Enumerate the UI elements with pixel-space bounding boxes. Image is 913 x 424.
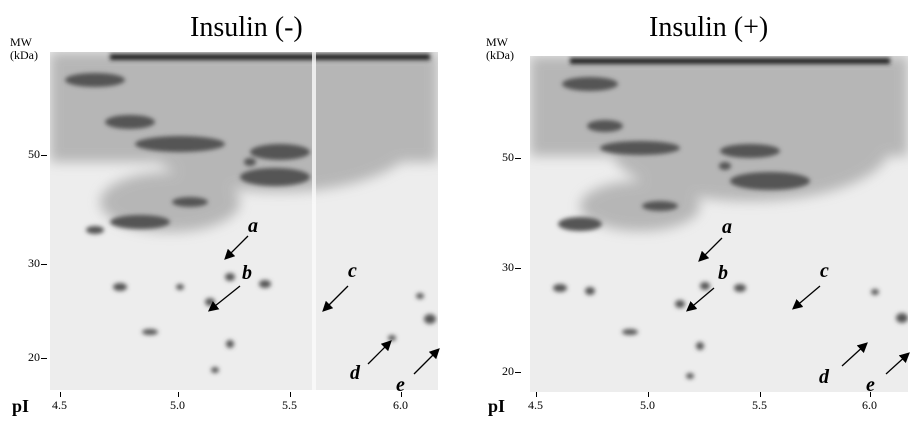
mw-axis-label: MW (kDa) (486, 36, 514, 62)
arrow-c (792, 285, 821, 310)
panel-title: Insulin (+) (649, 12, 769, 43)
x-tick-5-0: 5.0 (170, 392, 185, 412)
gel-spots (530, 56, 908, 392)
gel-panel-insulin-plus: Insulin (+) MW (kDa) (456, 0, 912, 424)
gel-image (50, 52, 438, 390)
gel-image (530, 56, 908, 392)
gel-panel-insulin-minus: Insulin (-) MW (kDa) (0, 0, 456, 424)
mw-axis-label: MW (kDa) (10, 36, 38, 62)
arrow-d (841, 342, 868, 367)
spot-label-b: b (242, 262, 252, 284)
spot-label-c: c (820, 260, 829, 282)
mw-label-line1: MW (486, 35, 508, 49)
x-tick-5-5: 5.5 (752, 392, 767, 412)
panel-title: Insulin (-) (190, 12, 303, 43)
y-tick-20: 20 (502, 364, 521, 379)
arrow-e (885, 352, 910, 375)
gel-spots (50, 52, 438, 390)
y-tick-20: 20 (28, 350, 47, 365)
y-tick-50: 50 (502, 150, 521, 165)
spot-label-c: c (348, 260, 357, 282)
x-tick-4-5: 4.5 (52, 392, 67, 412)
arrow-d (367, 340, 392, 365)
x-axis-label: pI (12, 396, 30, 416)
spot-label-e: e (396, 374, 405, 396)
x-axis-label: pI (488, 396, 506, 416)
spot-arrows (207, 235, 440, 375)
y-tick-30: 30 (502, 260, 521, 275)
y-tick-50: 50 (28, 147, 47, 162)
x-tick-4-5: 4.5 (528, 392, 543, 412)
arrow-b (686, 287, 715, 312)
arrow-e (413, 348, 440, 375)
mw-label-line2: (kDa) (10, 48, 38, 62)
spot-label-d: d (350, 362, 360, 384)
arrow-a (224, 235, 249, 260)
spot-label-a: a (248, 215, 258, 237)
arrow-a (698, 237, 723, 262)
x-tick-5-5: 5.5 (282, 392, 297, 412)
spot-arrows (686, 237, 910, 375)
mw-label-line2: (kDa) (486, 48, 514, 62)
spot-label-b: b (718, 262, 728, 284)
arrow-b (207, 285, 241, 312)
x-tick-6-0: 6.0 (862, 392, 877, 412)
x-tick-5-0: 5.0 (640, 392, 655, 412)
spot-label-a: a (722, 216, 732, 238)
x-tick-6-0: 6.0 (393, 392, 408, 412)
spot-label-d: d (819, 366, 829, 388)
arrow-c (322, 285, 349, 312)
y-tick-30: 30 (28, 256, 47, 271)
spot-label-e: e (866, 374, 875, 396)
mw-label-line1: MW (10, 35, 32, 49)
